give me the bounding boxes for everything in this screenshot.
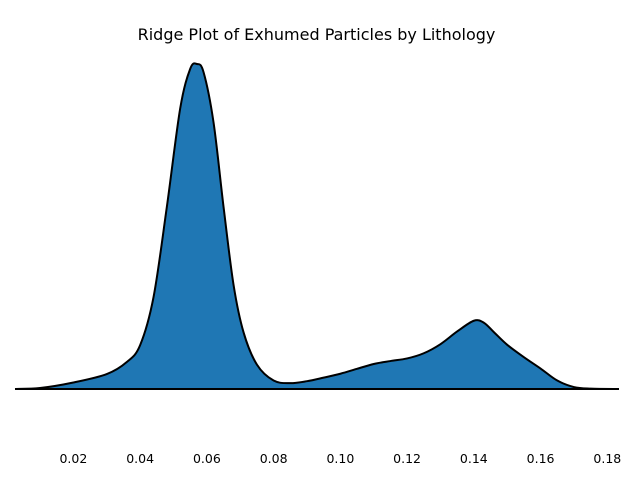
- x-tick-label: 0.14: [460, 451, 488, 466]
- x-tick-label: 0.16: [527, 451, 555, 466]
- x-tick-label: 0.10: [326, 451, 354, 466]
- x-tick-label: 0.02: [59, 451, 87, 466]
- x-tick-label: 0.04: [126, 451, 154, 466]
- plot-area: [14, 62, 620, 390]
- chart-title: Ridge Plot of Exhumed Particles by Litho…: [138, 25, 496, 44]
- x-axis-ticks: 0.02 0.04 0.06 0.08 0.10 0.12 0.14 0.16 0.18: [59, 451, 621, 466]
- x-tick-label: 0.12: [393, 451, 421, 466]
- x-tick-label: 0.08: [260, 451, 288, 466]
- density-area: [15, 63, 619, 389]
- x-tick-label: 0.06: [193, 451, 221, 466]
- density-line: [14, 62, 620, 390]
- x-tick-label: 0.18: [593, 451, 621, 466]
